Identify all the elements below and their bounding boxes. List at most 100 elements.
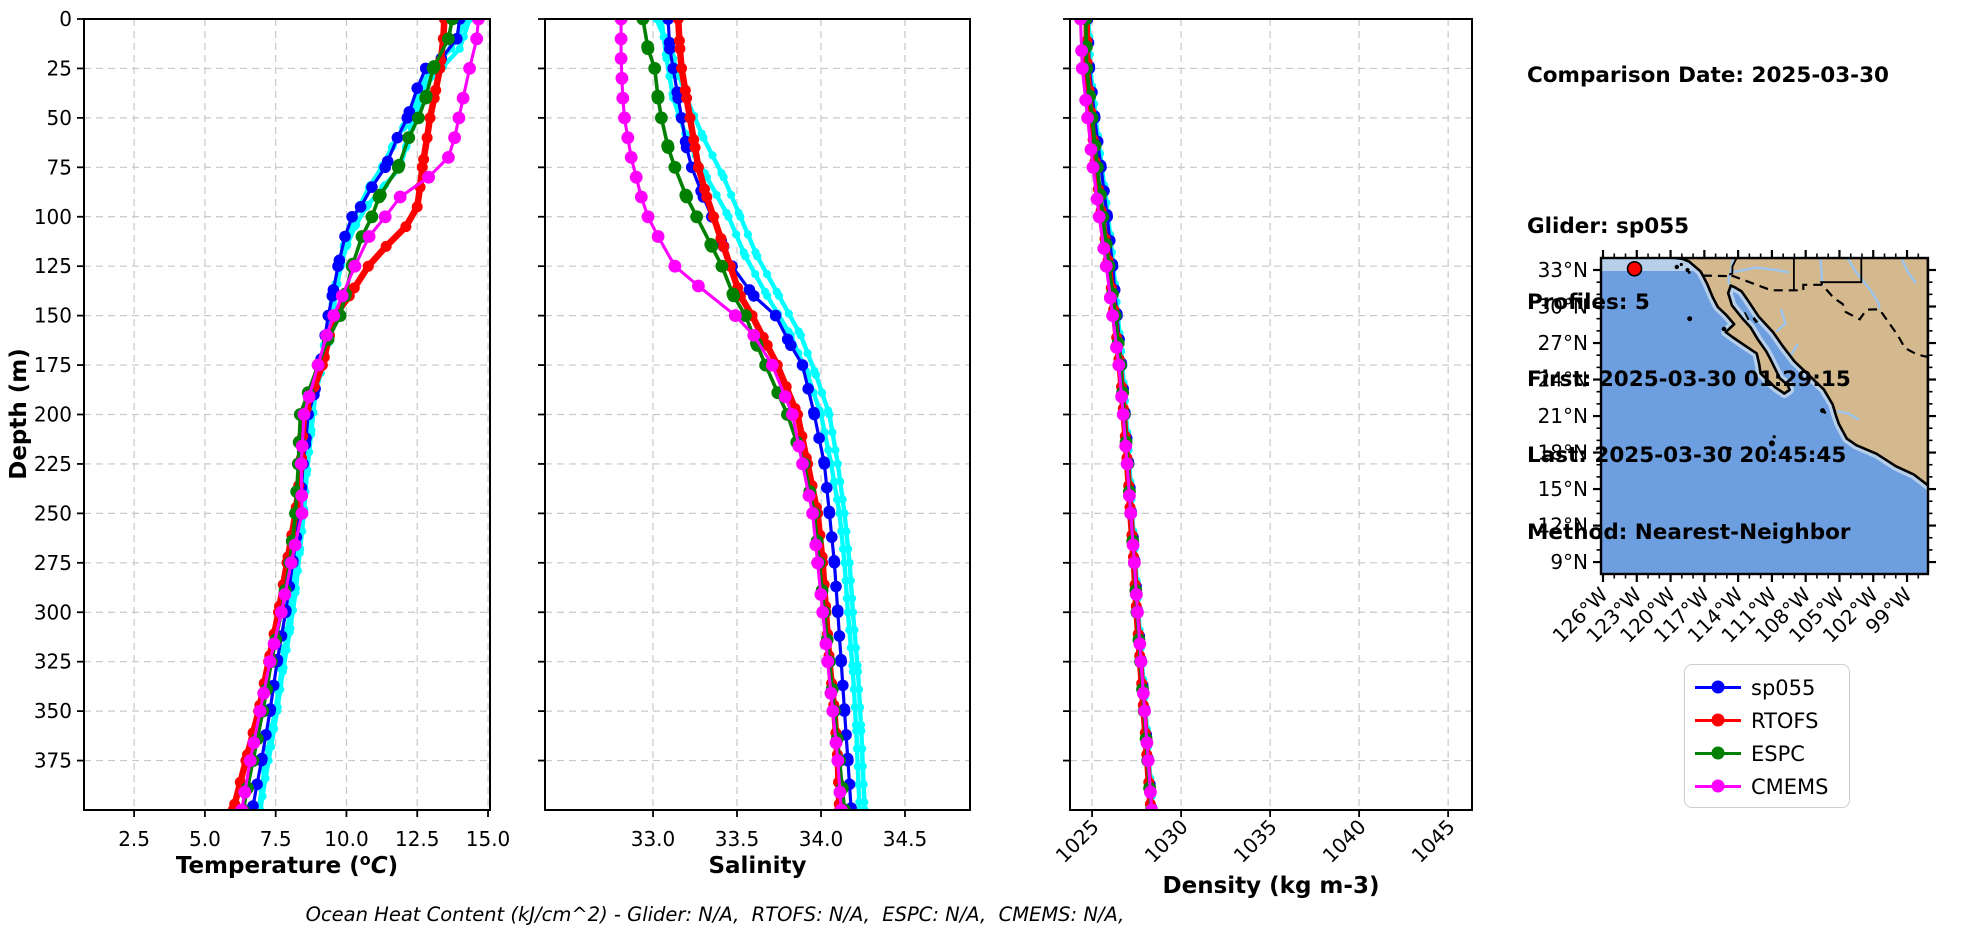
- series-CMEMS: [235, 19, 485, 810]
- svg-text:33.5: 33.5: [715, 827, 760, 851]
- svg-text:12.5: 12.5: [395, 827, 440, 851]
- state-border: [1819, 258, 1863, 286]
- svg-text:24°N: 24°N: [1538, 368, 1588, 392]
- river: [1836, 410, 1860, 421]
- island: [1727, 446, 1732, 451]
- svg-text:7.5: 7.5: [260, 827, 292, 851]
- svg-text:275: 275: [34, 551, 72, 575]
- y-axis-label: Depth (m): [6, 348, 32, 480]
- svg-text:350: 350: [34, 699, 72, 723]
- island: [1768, 440, 1775, 447]
- island: [1679, 262, 1683, 267]
- svg-text:175: 175: [34, 353, 72, 377]
- info-panel: Comparison Date: 2025-03-30 Glider: sp05…: [1527, 12, 1889, 596]
- svg-text:1025: 1025: [1051, 815, 1104, 868]
- glider-name: Glider: sp055: [1527, 213, 1690, 239]
- svg-text:5.0: 5.0: [189, 827, 221, 851]
- grid: [545, 19, 970, 810]
- y-axis: [538, 18, 545, 762]
- glider-position-marker: [1626, 260, 1643, 277]
- salinity-plot: 33.0 33.5 34.0 34.5 Salinity: [538, 18, 971, 879]
- svg-text:1030: 1030: [1140, 815, 1193, 868]
- svg-text:15.0: 15.0: [466, 827, 511, 851]
- first-profile-time: First: 2025-03-30 01:29:15: [1527, 366, 1851, 392]
- y-axis: 0 25 50 75 100 125 150 175 200 225 250 275 300 325 350…: [34, 7, 84, 773]
- x-axis: 33.0 33.5 34.0 34.5: [631, 810, 928, 851]
- svg-text:25: 25: [47, 56, 72, 80]
- x-axis-label: Density (kg m-3): [1163, 873, 1380, 899]
- legend-item-RTOFS: RTOFS: [1695, 704, 1849, 737]
- state-border: [1728, 258, 1738, 276]
- x-axis: 2.5 5.0 7.5 10.0 12.5 15.0: [118, 810, 510, 851]
- svg-text:2.5: 2.5: [118, 827, 150, 851]
- legend-line-marker: [1695, 779, 1741, 793]
- series-CMEMS: [614, 19, 848, 810]
- island: [1721, 326, 1727, 332]
- island: [1823, 411, 1827, 414]
- map-ticks: [1593, 250, 1936, 582]
- plot-data: [614, 19, 869, 810]
- svg-text:100: 100: [34, 205, 72, 229]
- us-mexico-border: [1702, 273, 1928, 359]
- legend-label: CMEMS: [1751, 774, 1829, 799]
- svg-text:12°N: 12°N: [1538, 514, 1588, 538]
- legend-item-sp055: sp055: [1695, 671, 1849, 704]
- legend-line-marker: [1695, 713, 1741, 727]
- legend-label: sp055: [1751, 675, 1816, 700]
- legend: sp055 RTOFS ESPC CMEMS: [1684, 664, 1850, 808]
- svg-text:150: 150: [34, 304, 72, 328]
- profiles-count: Profiles: 5: [1527, 290, 1650, 315]
- river: [1900, 258, 1917, 285]
- island: [1772, 435, 1776, 439]
- plot-data: [1074, 19, 1159, 810]
- svg-text:125: 125: [34, 254, 72, 278]
- legend-item-ESPC: ESPC: [1695, 737, 1849, 770]
- legend-dot: [1711, 713, 1725, 727]
- svg-text:75: 75: [47, 155, 72, 179]
- interp-method: Method: Nearest-Neighbor: [1527, 519, 1851, 545]
- svg-text:33.0: 33.0: [631, 827, 676, 851]
- svg-text:0: 0: [59, 7, 72, 31]
- river: [1819, 258, 1824, 285]
- svg-text:21°N: 21°N: [1538, 404, 1588, 428]
- svg-text:27°N: 27°N: [1538, 331, 1588, 355]
- river: [1731, 266, 1790, 274]
- svg-text:300: 300: [34, 600, 72, 624]
- legend-dot: [1711, 680, 1725, 694]
- coastline: [1673, 258, 1928, 487]
- x-axis-label: Temperature (oC): [176, 850, 398, 879]
- legend-item-CMEMS: CMEMS: [1695, 770, 1849, 803]
- svg-text:33°N: 33°N: [1538, 258, 1588, 282]
- legend-line-marker: [1695, 746, 1741, 760]
- svg-text:50: 50: [47, 106, 72, 130]
- series-CMEMS: [1074, 19, 1159, 810]
- y-axis: [1063, 18, 1070, 762]
- density-plot: 1025 1030 1035 1040 1045 Density (kg m-3): [1051, 18, 1473, 899]
- svg-text:250: 250: [34, 501, 72, 525]
- island: [1674, 264, 1680, 270]
- svg-text:200: 200: [34, 403, 72, 427]
- x-axis-label: Salinity: [708, 853, 806, 879]
- series-sp055: [662, 19, 857, 810]
- temperature-plot: 2.5 5.0 7.5 10.0 12.5 15.0 0 25 50 75 100 125 150 175…: [6, 7, 510, 879]
- info-gap: [1527, 140, 1889, 163]
- legend-line-marker: [1695, 680, 1741, 694]
- svg-text:34.5: 34.5: [883, 827, 928, 851]
- svg-text:30°N: 30°N: [1538, 295, 1588, 319]
- svg-text:9°N: 9°N: [1550, 550, 1588, 574]
- svg-text:1035: 1035: [1229, 815, 1282, 868]
- map-content: [1601, 258, 1928, 574]
- svg-text:225: 225: [34, 452, 72, 476]
- river: [1775, 308, 1787, 333]
- svg-text:1040: 1040: [1318, 815, 1371, 868]
- ohc-caption: Ocean Heat Content (kJ/cm^2) - Glider: N…: [305, 903, 1125, 926]
- svg-text:15°N: 15°N: [1538, 477, 1588, 501]
- island: [1744, 312, 1750, 321]
- svg-text:18°N: 18°N: [1538, 441, 1588, 465]
- legend-dot: [1711, 779, 1725, 793]
- x-axis: 1025 1030 1035 1040 1045: [1051, 810, 1460, 868]
- river: [1846, 258, 1881, 310]
- svg-text:10.0: 10.0: [324, 827, 369, 851]
